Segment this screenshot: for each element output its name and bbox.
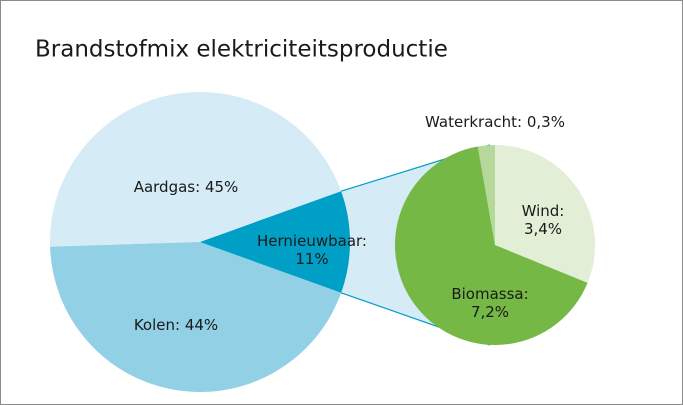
value-label: 0,3% (527, 113, 565, 131)
pie-slice (50, 92, 342, 247)
value-label: 45% (205, 178, 238, 196)
category-label: Aardgas: (134, 178, 200, 196)
chart-title: Brandstofmix elektriciteitsproductie (35, 37, 448, 63)
data-label: Wind: 3,4% (522, 202, 565, 238)
category-label: Biomassa: (451, 285, 528, 303)
value-label: 11% (295, 250, 328, 268)
data-label: Kolen: 44% (134, 316, 218, 334)
data-label: Biomassa: 7,2% (451, 285, 528, 321)
data-label: Waterkracht: 0,3% (425, 113, 565, 131)
value-label: 3,4% (524, 220, 562, 238)
data-label: Hernieuwbaar: 11% (257, 232, 367, 268)
pie-slice (395, 146, 588, 346)
value-label: 7,2% (471, 303, 509, 321)
value-label: 44% (185, 316, 218, 334)
pie-slice (495, 145, 595, 283)
category-label: Wind: (522, 202, 565, 220)
category-label: Waterkracht: (425, 113, 522, 131)
data-label: Aardgas: 45% (134, 178, 239, 196)
pie-slice (200, 191, 350, 293)
pie-slice (477, 145, 495, 245)
category-label: Hernieuwbaar: (257, 232, 367, 250)
category-label: Kolen: (134, 316, 180, 334)
pie-slice (50, 242, 342, 392)
